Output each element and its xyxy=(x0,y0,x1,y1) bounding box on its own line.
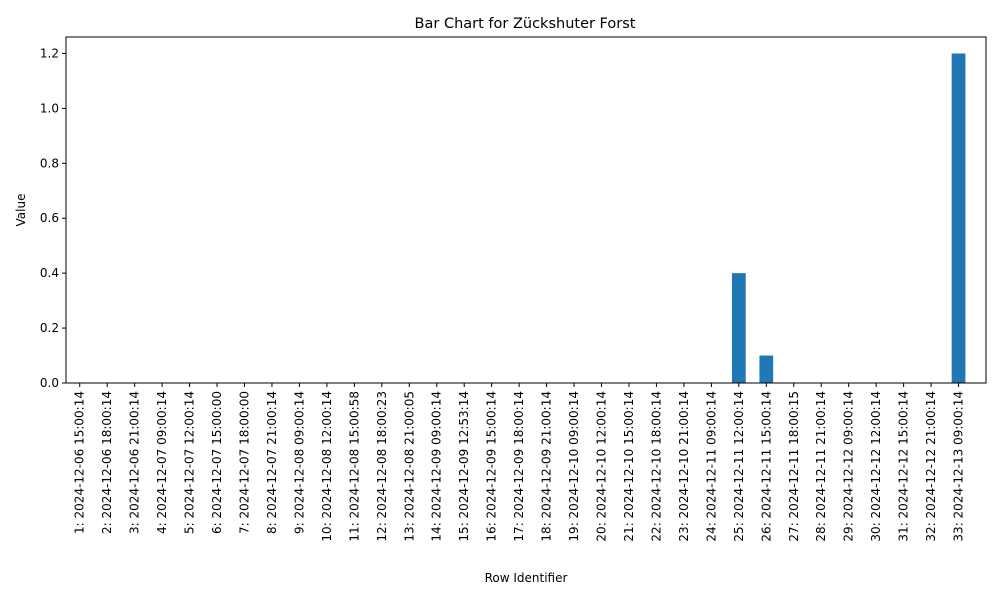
x-tick-label: 11: 2024-12-08 15:00:58 xyxy=(347,391,361,542)
chart-title: Bar Chart for Zückshuter Forst xyxy=(415,16,636,32)
y-axis-title: Value xyxy=(14,194,28,227)
x-tick-label: 21: 2024-12-10 15:00:14 xyxy=(622,391,636,542)
x-tick-label: 31: 2024-12-12 15:00:14 xyxy=(897,391,911,542)
x-tick-label: 14: 2024-12-09 09:00:14 xyxy=(430,391,444,542)
bar xyxy=(731,273,746,383)
x-tick-label: 15: 2024-12-09 12:53:14 xyxy=(457,391,471,542)
x-tick-label: 22: 2024-12-10 18:00:14 xyxy=(649,391,663,542)
x-tick-label: 19: 2024-12-10 09:00:14 xyxy=(567,391,581,542)
x-tick-label: 6: 2024-12-07 15:00:00 xyxy=(210,391,224,534)
x-tick-label: 7: 2024-12-07 18:00:00 xyxy=(238,391,252,534)
x-tick-label: 30: 2024-12-12 12:00:14 xyxy=(869,391,883,542)
x-tick-label: 3: 2024-12-06 21:00:14 xyxy=(128,391,142,534)
y-tick-label: 0.2 xyxy=(40,321,59,335)
x-tick-label: 29: 2024-12-12 09:00:14 xyxy=(842,391,856,542)
x-tick-label: 23: 2024-12-10 21:00:14 xyxy=(677,391,691,542)
y-tick-label: 0.8 xyxy=(40,156,59,170)
y-tick-label: 0.6 xyxy=(40,211,59,225)
x-tick-label: 18: 2024-12-09 21:00:14 xyxy=(540,391,554,542)
x-tick-label: 27: 2024-12-11 18:00:15 xyxy=(787,391,801,542)
x-tick-label: 12: 2024-12-08 18:00:23 xyxy=(375,391,389,542)
bars-layer xyxy=(731,53,966,383)
x-tick-label: 20: 2024-12-10 12:00:14 xyxy=(595,391,609,542)
x-tick-label: 16: 2024-12-09 15:00:14 xyxy=(485,391,499,542)
x-tick-label: 13: 2024-12-08 21:00:05 xyxy=(402,391,416,542)
y-tick-label: 1.0 xyxy=(40,101,59,115)
x-tick-label: 9: 2024-12-08 09:00:14 xyxy=(292,391,306,534)
x-tick-label: 33: 2024-12-13 09:00:14 xyxy=(952,391,966,542)
x-tick-label: 10: 2024-12-08 12:00:14 xyxy=(320,391,334,542)
x-tick-label: 26: 2024-12-11 15:00:14 xyxy=(759,391,773,542)
y-tick-label: 0.0 xyxy=(40,376,59,390)
x-tick-label: 24: 2024-12-11 09:00:14 xyxy=(704,391,718,542)
y-axis: 0.0 0.2 0.4 0.6 0.8 1.0 1.2 xyxy=(40,46,66,390)
x-tick-label: 2: 2024-12-06 18:00:14 xyxy=(100,391,114,534)
x-tick-label: 1: 2024-12-06 15:00:14 xyxy=(73,391,87,534)
y-tick-label: 1.2 xyxy=(40,46,59,60)
x-axis: 1: 2024-12-06 15:00:14 2: 2024-12-06 18:0… xyxy=(73,383,966,542)
x-tick-label: 4: 2024-12-07 09:00:14 xyxy=(155,391,169,534)
bar xyxy=(951,53,966,383)
y-tick-label: 0.4 xyxy=(40,266,59,280)
bar xyxy=(759,355,774,383)
x-axis-title: Row Identifier xyxy=(485,571,568,585)
x-tick-label: 8: 2024-12-07 21:00:14 xyxy=(265,391,279,534)
plot-frame xyxy=(65,36,987,384)
x-tick-label: 5: 2024-12-07 12:00:14 xyxy=(183,391,197,534)
x-tick-label: 25: 2024-12-11 12:00:14 xyxy=(732,391,746,542)
x-tick-label: 28: 2024-12-11 21:00:14 xyxy=(814,391,828,542)
x-tick-label: 32: 2024-12-12 21:00:14 xyxy=(924,391,938,542)
x-tick-label: 17: 2024-12-09 18:00:14 xyxy=(512,391,526,542)
